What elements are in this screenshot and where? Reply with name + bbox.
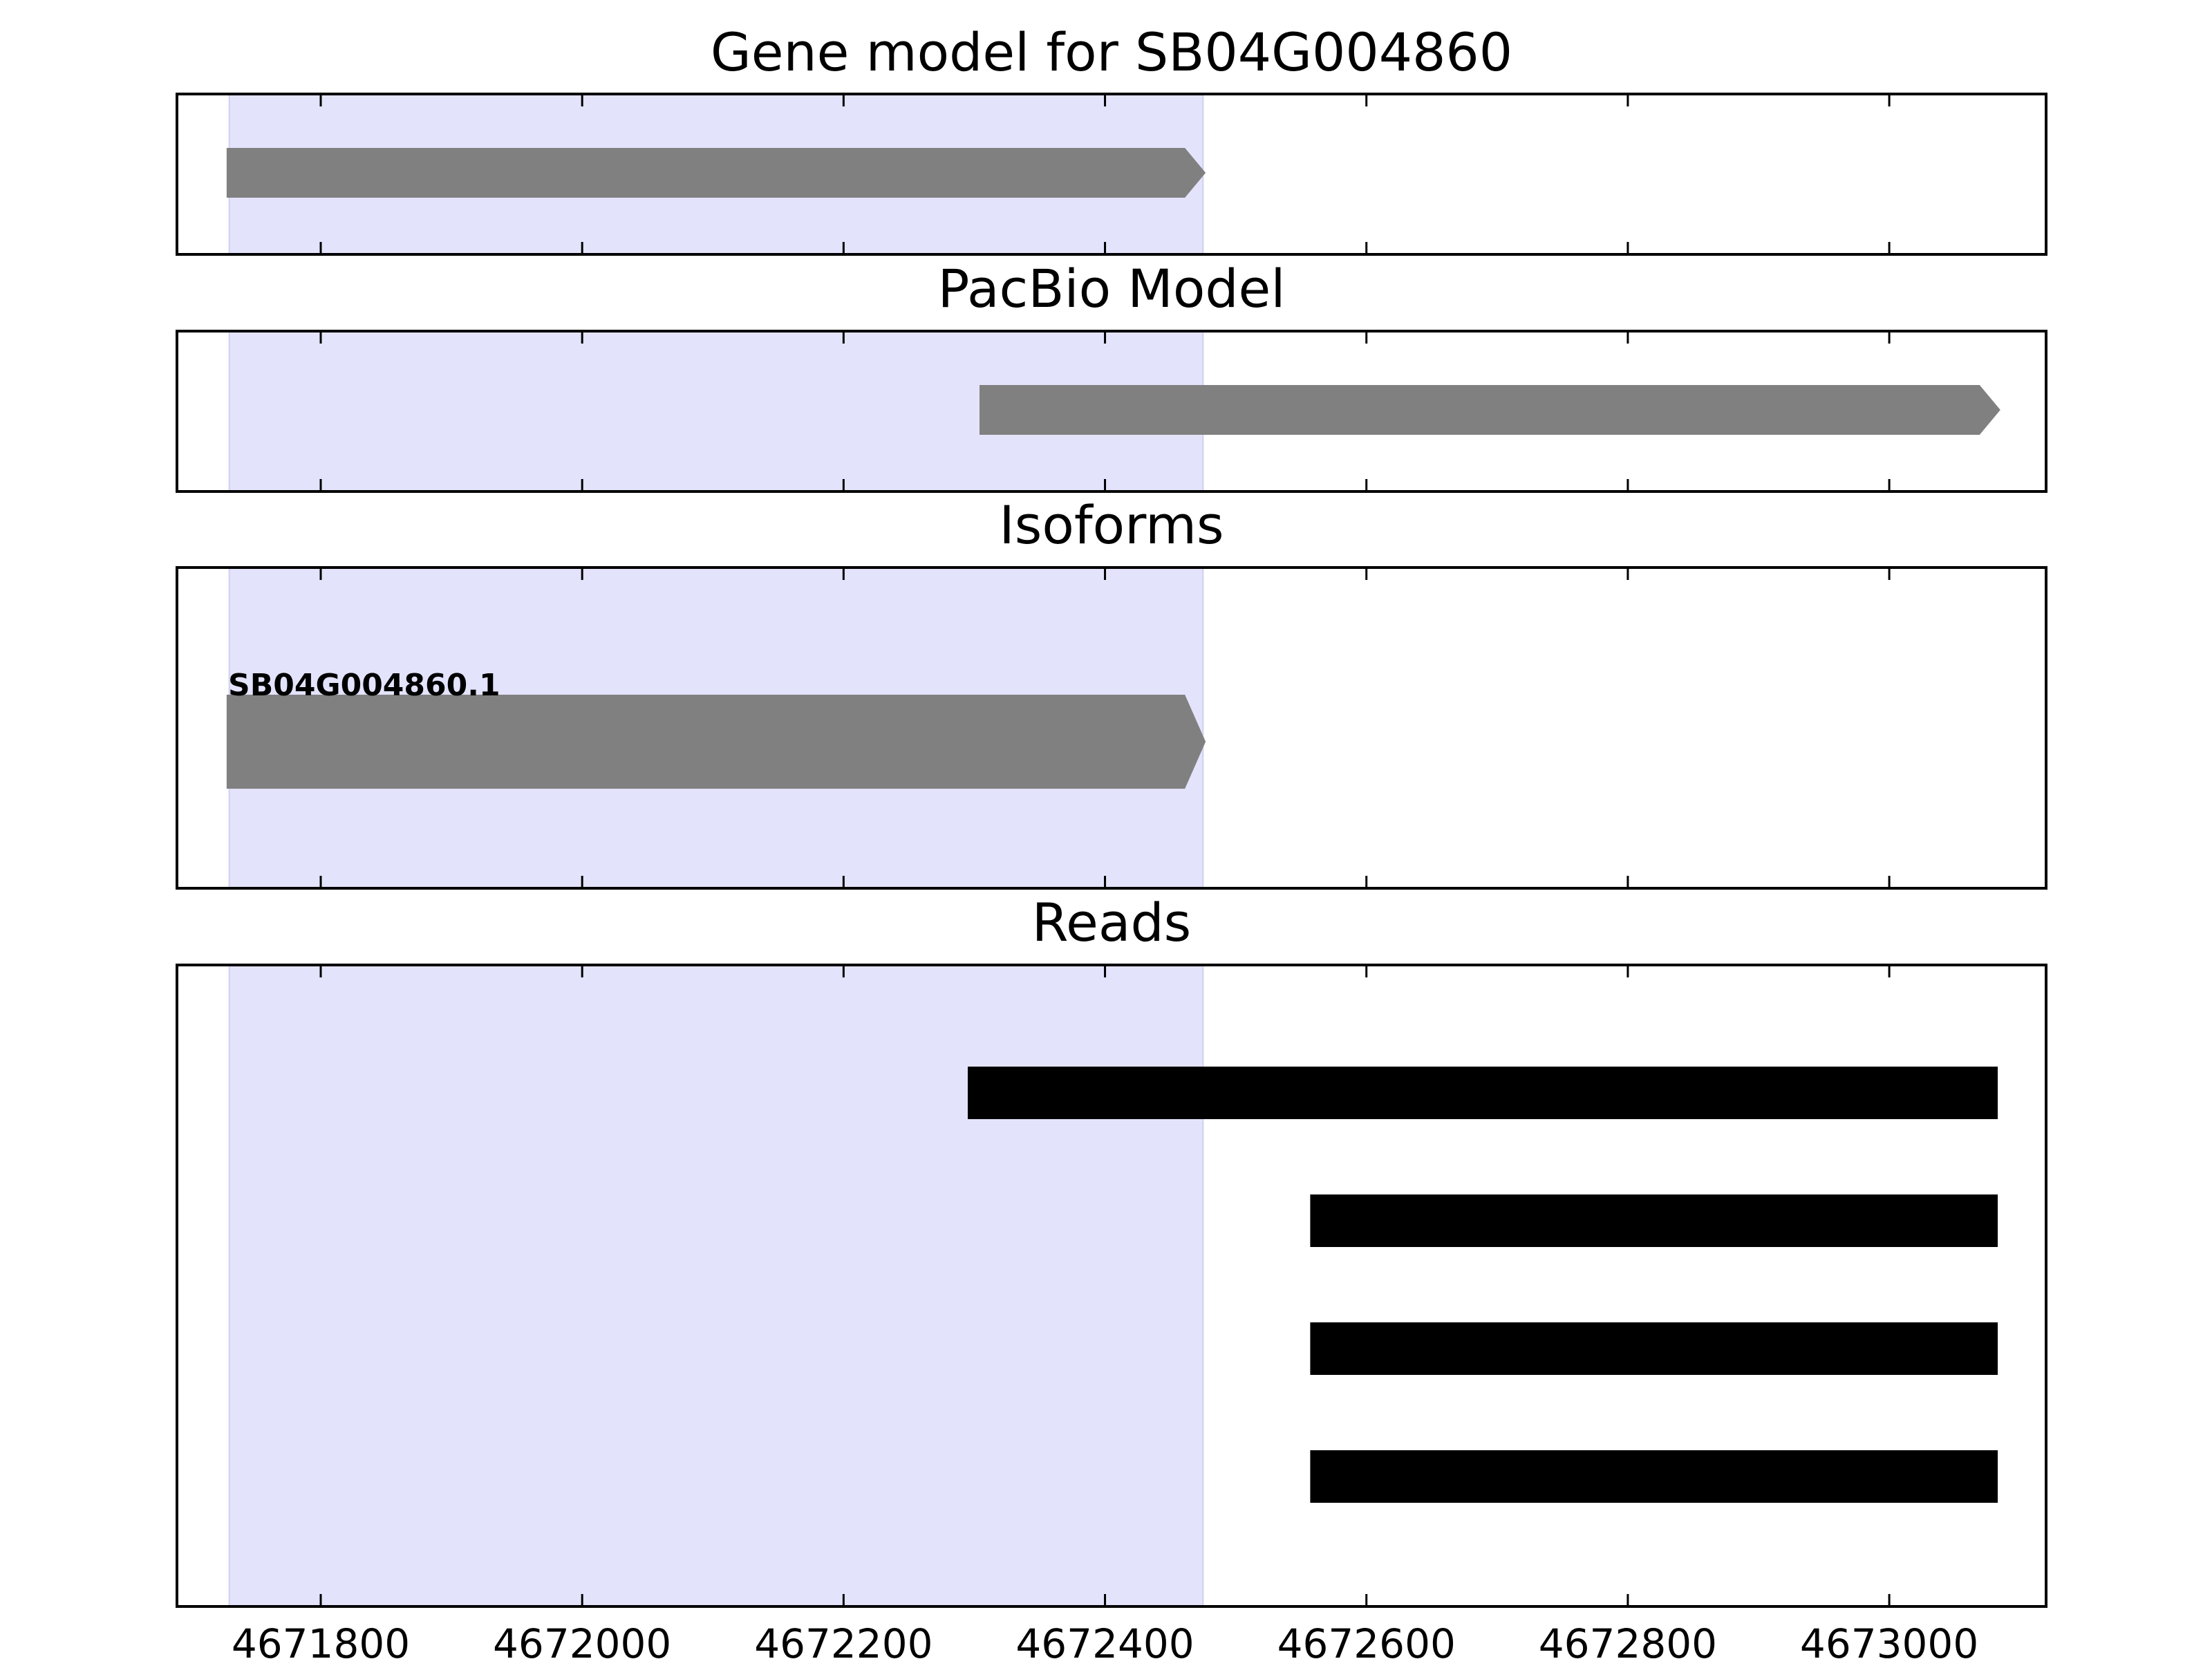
highlight-region: [228, 964, 1204, 1607]
gene-model-feature-arrow: [226, 148, 1206, 198]
panel-frame: [176, 93, 2047, 256]
pacbio-model-feature-arrow: [980, 385, 2000, 435]
panel-title-reads: Reads: [1032, 892, 1192, 953]
read-bar: [968, 1067, 1998, 1119]
read-bar: [1310, 1450, 1998, 1503]
plot-area-reads: [176, 964, 2047, 1608]
plot-area-isoforms: [176, 566, 2047, 890]
plot-area-gene-model: [176, 93, 2047, 256]
panel-pacbio-model: PacBio Model: [176, 258, 2047, 493]
x-tick-label: 4673000: [1800, 1620, 1978, 1659]
panel-frame: [176, 964, 2047, 1608]
x-tick-label: 4672200: [754, 1620, 932, 1659]
x-tick-label: 4672400: [1015, 1620, 1194, 1659]
panel-frame: [176, 330, 2047, 493]
isoforms-feature-arrow: [226, 695, 1206, 789]
panel-title-isoforms: Isoforms: [999, 494, 1224, 556]
panel-title-pacbio-model: PacBio Model: [938, 258, 1286, 319]
x-tick-label: 4672800: [1539, 1620, 1717, 1659]
panel-frame: [176, 566, 2047, 890]
panel-gene-model: Gene model for SB04G004860: [176, 21, 2047, 256]
panel-reads: Reads: [176, 892, 2047, 1608]
read-bar: [1310, 1194, 1998, 1247]
x-axis-tick-labels: 4671800 4672000 4672200 4672400 4672600 46728…: [232, 1620, 1978, 1659]
x-tick-label: 4672000: [493, 1620, 671, 1659]
highlight-region: [228, 330, 1204, 492]
x-tick-label: 4672600: [1277, 1620, 1456, 1659]
read-bar: [1310, 1322, 1998, 1375]
isoform-label: SB04G004860.1: [228, 668, 500, 703]
plot-area-pacbio-model: [176, 330, 2047, 493]
x-tick-label: 4671800: [232, 1620, 410, 1659]
panel-title-gene-model: Gene model for SB04G004860: [711, 21, 1512, 83]
panel-isoforms: Isoforms SB04G004860.1: [176, 494, 2047, 890]
